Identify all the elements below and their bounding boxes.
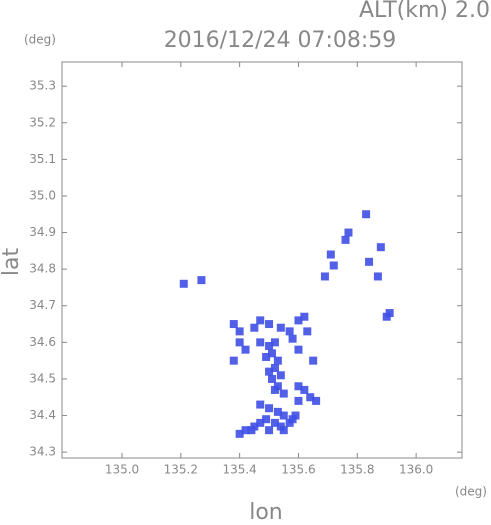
chart-title: 2016/12/24 07:08:59: [164, 28, 397, 53]
y-tick-label: 35.3: [29, 79, 56, 93]
echo-cell: [312, 396, 321, 405]
echo-cell: [270, 418, 279, 427]
y-tick-label: 34.9: [29, 225, 56, 239]
echo-cell: [309, 356, 318, 365]
echo-cell: [268, 349, 276, 358]
echo-cell: [306, 393, 315, 402]
y-tick-label: 35.2: [29, 115, 56, 129]
x-tick-label: 135.2: [164, 463, 198, 477]
echo-cell: [256, 338, 265, 347]
echo-cell: [265, 367, 274, 376]
echo-cell: [329, 261, 338, 270]
echo-cell: [344, 228, 353, 237]
echo-cell: [276, 371, 285, 380]
echo-cell: [241, 345, 250, 354]
echo-cell: [229, 320, 238, 329]
y-tick-label: 35.0: [29, 188, 56, 202]
echo-cell: [197, 276, 206, 285]
echo-cell: [294, 345, 303, 354]
echo-cell: [256, 316, 265, 325]
y-tick-label: 34.8: [29, 262, 56, 276]
echo-cell: [294, 316, 303, 325]
echo-cell: [294, 396, 303, 405]
echo-cell: [279, 411, 288, 420]
y-tick-label: 34.4: [29, 408, 56, 422]
echo-cell: [362, 210, 371, 219]
echo-cell: [365, 257, 374, 266]
echo-cell: [273, 356, 282, 365]
echo-cell: [376, 243, 385, 252]
echo-cell: [265, 426, 274, 435]
x-tick-label: 136.0: [399, 463, 433, 477]
y-unit: (deg): [24, 33, 56, 47]
echo-cell: [341, 235, 350, 244]
x-unit: (deg): [455, 485, 487, 499]
echo-cell: [288, 415, 297, 424]
echo-cell: [235, 429, 244, 438]
echo-cell: [285, 327, 294, 336]
y-tick-label: 35.1: [29, 152, 56, 166]
x-tick-label: 135.6: [281, 463, 315, 477]
echo-cell: [268, 374, 276, 383]
y-tick-label: 34.7: [29, 298, 56, 312]
echo-cell: [303, 327, 312, 336]
altitude: ALT(km) 2.0: [359, 0, 490, 23]
y-tick-label: 34.5: [29, 371, 56, 385]
echo-cell: [256, 400, 265, 409]
plot-frame: [61, 61, 463, 459]
echo-cell: [279, 426, 288, 435]
echo-cell: [235, 338, 244, 347]
echo-cell: [241, 426, 250, 435]
echo-cell: [229, 356, 238, 365]
echo-cell: [265, 404, 274, 413]
y-tick-label: 34.3: [29, 445, 56, 459]
echo-cell: [256, 418, 265, 427]
echo-cell: [326, 250, 335, 259]
echo-cell: [279, 389, 288, 398]
echo-cell: [320, 272, 329, 281]
echo-cell: [273, 407, 282, 416]
echo-cell: [382, 312, 391, 321]
echo-cell: [373, 272, 382, 281]
echo-cell: [276, 323, 285, 332]
echo-cell: [294, 382, 303, 391]
y-label: lat: [0, 248, 24, 277]
echo-cell: [300, 385, 309, 394]
echo-cell: [179, 279, 188, 288]
echo-cell: [270, 363, 279, 372]
echo-cell: [288, 334, 297, 343]
y-tick-label: 34.6: [29, 335, 56, 349]
echo-cell: [265, 342, 274, 351]
x-tick-label: 135.0: [105, 463, 139, 477]
echo-cell: [250, 323, 259, 332]
echo-cell: [300, 312, 309, 321]
echo-cell: [270, 338, 279, 347]
x-label: lon: [249, 500, 283, 521]
x-tick-label: 135.4: [222, 463, 256, 477]
x-tick-label: 135.8: [340, 463, 374, 477]
echo-cell: [235, 327, 244, 336]
echo-cell: [247, 426, 256, 435]
echo-cell: [265, 320, 274, 329]
echo-cell: [262, 415, 271, 424]
echo-cell: [262, 352, 271, 361]
echo-cell: [270, 385, 279, 394]
